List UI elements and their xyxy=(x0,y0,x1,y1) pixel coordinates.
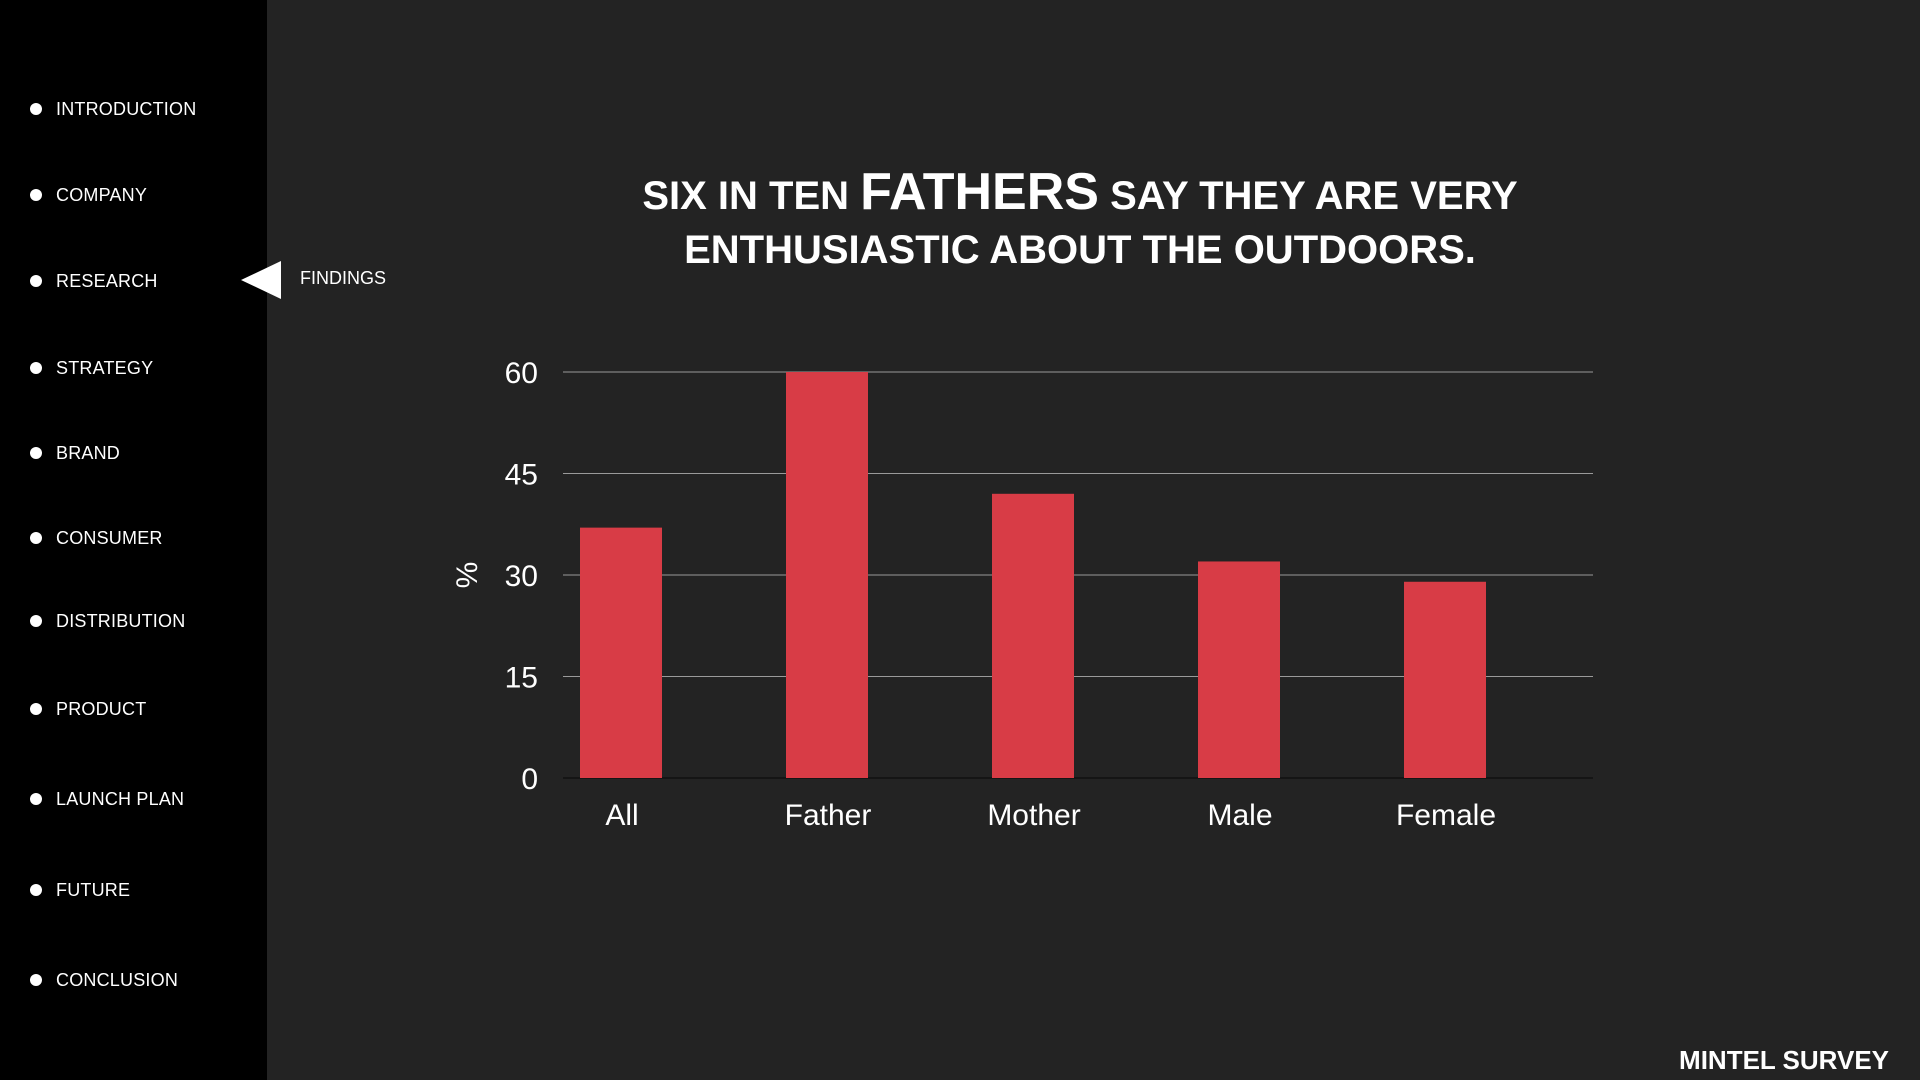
bullet-icon xyxy=(30,615,42,627)
bullet-icon xyxy=(30,793,42,805)
sidebar-item-label: CONCLUSION xyxy=(56,969,179,990)
sidebar-item-launch-plan[interactable]: LAUNCH PLAN xyxy=(30,787,184,811)
sidebar-item-future[interactable]: FUTURE xyxy=(30,878,130,902)
bar xyxy=(1198,561,1280,778)
sidebar-item-conclusion[interactable]: CONCLUSION xyxy=(30,968,178,992)
sidebar-item-research[interactable]: RESEARCH xyxy=(30,269,158,293)
headline-part1: SIX IN TEN xyxy=(642,174,850,218)
bullet-icon xyxy=(30,447,42,459)
sidebar-item-introduction[interactable]: INTRODUCTION xyxy=(30,97,196,121)
bullet-icon xyxy=(30,974,42,986)
sidebar-item-label: STRATEGY xyxy=(56,357,154,378)
bar xyxy=(1404,581,1486,778)
sidebar-item-label: FUTURE xyxy=(56,879,131,900)
sub-section-label: FINDINGS xyxy=(300,268,387,288)
bullet-icon xyxy=(30,703,42,715)
x-tick-label: Father xyxy=(785,799,872,832)
x-tick-label: Mother xyxy=(987,799,1080,832)
bullet-icon xyxy=(30,189,42,201)
active-pointer-icon xyxy=(241,261,281,299)
y-axis-label: % xyxy=(451,562,484,589)
y-tick-label: 60 xyxy=(505,357,538,390)
y-tick-label: 0 xyxy=(521,763,538,796)
bullet-icon xyxy=(30,884,42,896)
headline-line2: ENTHUSIASTIC ABOUT THE OUTDOORS. xyxy=(684,228,1476,272)
sidebar-item-consumer[interactable]: CONSUMER xyxy=(30,526,163,550)
sidebar-item-label: CONSUMER xyxy=(56,527,163,548)
sidebar-item-brand[interactable]: BRAND xyxy=(30,441,120,465)
y-tick-label: 45 xyxy=(505,459,538,492)
bullet-icon xyxy=(30,103,42,115)
x-tick-label: Male xyxy=(1207,799,1272,832)
sidebar: INTRODUCTION COMPANY RESEARCH STRATEGY B… xyxy=(0,0,267,1080)
bullet-icon xyxy=(30,362,42,374)
headline-part2: SAY THEY ARE VERY xyxy=(1110,174,1518,218)
sidebar-item-strategy[interactable]: STRATEGY xyxy=(30,356,153,380)
footer-source: MINTEL SURVEY xyxy=(1679,1045,1889,1075)
page-title: SIX IN TEN FATHERS SAY THEY ARE VERY ENT… xyxy=(560,165,1600,277)
sidebar-item-product[interactable]: PRODUCT xyxy=(30,697,146,721)
x-tick-label: Female xyxy=(1396,799,1496,832)
bar xyxy=(786,372,868,778)
sidebar-item-label: PRODUCT xyxy=(56,698,147,719)
sidebar-item-label: RESEARCH xyxy=(56,270,158,291)
bar xyxy=(992,493,1074,778)
sidebar-item-distribution[interactable]: DISTRIBUTION xyxy=(30,609,185,633)
y-tick-label: 30 xyxy=(505,560,538,593)
sidebar-item-label: BRAND xyxy=(56,442,121,463)
y-tick-label: 15 xyxy=(505,662,538,695)
sidebar-item-label: INTRODUCTION xyxy=(56,98,197,119)
sidebar-item-company[interactable]: COMPANY xyxy=(30,183,147,207)
bar xyxy=(580,527,662,778)
bullet-icon xyxy=(30,275,42,287)
headline-emphasis: FATHERS xyxy=(860,163,1099,221)
sidebar-item-label: LAUNCH PLAN xyxy=(56,788,185,809)
x-tick-label: All xyxy=(605,799,638,832)
sidebar-item-label: COMPANY xyxy=(56,184,148,205)
bullet-icon xyxy=(30,532,42,544)
sidebar-item-label: DISTRIBUTION xyxy=(56,610,186,631)
